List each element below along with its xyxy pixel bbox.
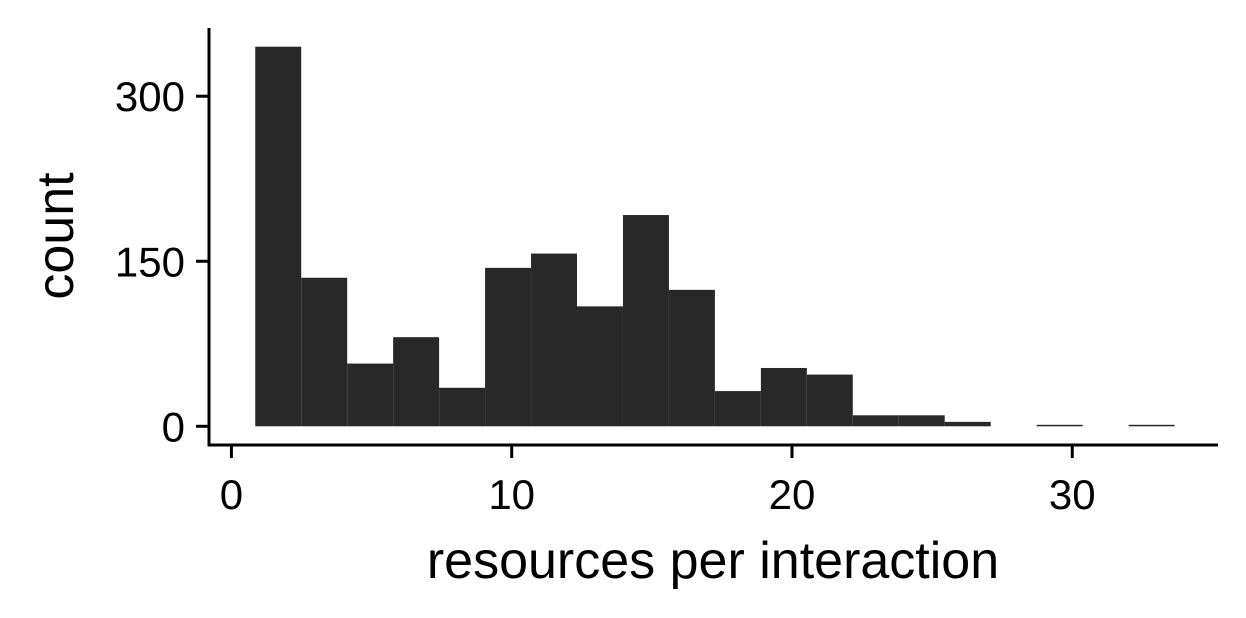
- x-tick-label-1: 10: [488, 471, 535, 518]
- histogram-bar-4: [439, 387, 486, 427]
- x-tick-label-2: 20: [769, 471, 816, 518]
- histogram-bar-5: [485, 267, 532, 427]
- histogram-bar-14: [898, 415, 945, 427]
- histogram-bar-19: [1128, 424, 1175, 427]
- y-tick-label-1: 150: [115, 238, 185, 285]
- y-axis-title: count: [27, 172, 85, 300]
- histogram-bar-6: [531, 253, 578, 427]
- histogram-bar-8: [622, 215, 669, 427]
- histogram-bar-15: [944, 421, 991, 427]
- histogram-bar-13: [852, 415, 899, 427]
- histogram-bar-1: [301, 277, 348, 427]
- histogram-bar-2: [347, 363, 394, 427]
- histogram-bar-11: [760, 367, 807, 427]
- histogram-bar-12: [806, 374, 853, 427]
- x-axis-title: resources per interaction: [427, 532, 999, 590]
- x-axis-ticks: 0 10 20 30: [220, 445, 1096, 518]
- histogram-bar-17: [1036, 424, 1083, 427]
- histogram-bar-3: [393, 337, 440, 427]
- y-tick-label-2: 300: [115, 73, 185, 120]
- histogram-bar-9: [668, 289, 715, 427]
- x-tick-label-3: 30: [1049, 471, 1096, 518]
- y-axis-ticks: 0 150 300: [115, 73, 209, 450]
- histogram-bar-10: [714, 391, 761, 427]
- histogram-bars: [255, 46, 1175, 427]
- histogram-bar-7: [577, 306, 623, 427]
- x-tick-label-0: 0: [220, 471, 243, 518]
- histogram-bar-0: [255, 46, 302, 427]
- y-tick-label-0: 0: [162, 403, 185, 450]
